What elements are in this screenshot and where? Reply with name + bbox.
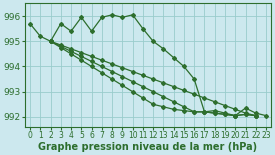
X-axis label: Graphe pression niveau de la mer (hPa): Graphe pression niveau de la mer (hPa) bbox=[39, 142, 258, 152]
